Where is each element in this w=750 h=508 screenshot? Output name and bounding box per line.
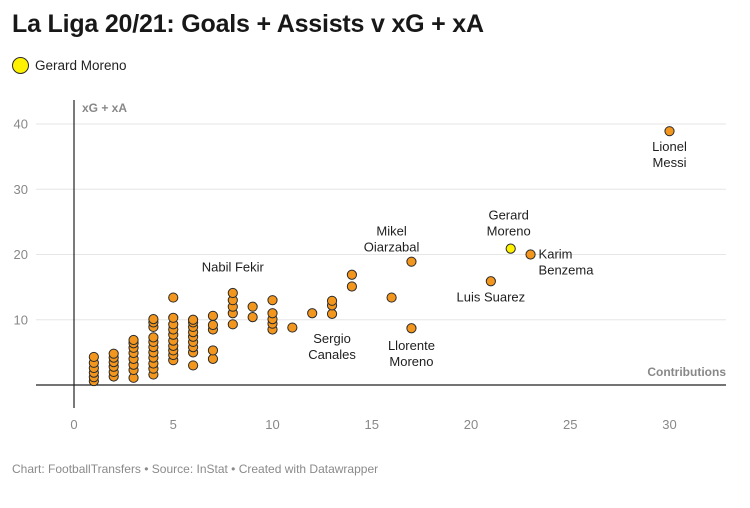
y-axis-label: xG + xA (82, 101, 127, 115)
x-tick-label: 10 (265, 417, 279, 432)
scatter-plot: 10 20 30 40 0 5 10 15 20 25 30 xG + xA Contributions… (14, 100, 726, 432)
data-point (207, 319, 219, 331)
data-point (88, 351, 99, 363)
x-tick-label: 20 (464, 417, 478, 432)
x-tick-label: 15 (365, 417, 379, 432)
data-point (267, 295, 278, 306)
annotation-label: Luis Suarez (457, 289, 526, 304)
data-point (485, 276, 496, 287)
y-tick-label: 30 (14, 182, 28, 197)
annotation-label: Mikel Oiarzabal (364, 224, 420, 255)
data-point (247, 301, 258, 312)
data-point (168, 292, 179, 303)
data-point (168, 312, 179, 323)
annotation-label: Llorente Moreno (388, 338, 435, 369)
annotation-label: Gerard Moreno (487, 208, 531, 239)
annotation-label: Karim Benzema (539, 247, 595, 278)
data-point (227, 287, 238, 299)
data-point (128, 334, 139, 346)
data-point (346, 269, 357, 280)
data-point (188, 360, 199, 371)
data-point (386, 292, 397, 303)
chart-footer: Chart: FootballTransfers • Source: InSta… (12, 462, 379, 476)
x-tick-label: 0 (70, 417, 77, 432)
data-point (307, 308, 318, 319)
data-point (525, 249, 536, 260)
legend-swatch (12, 57, 29, 74)
data-point (346, 281, 357, 292)
annotation-label: Sergio Canales (308, 331, 356, 362)
data-point (148, 332, 159, 343)
legend-label: Gerard Moreno (35, 58, 127, 73)
chart-title: La Liga 20/21: Goals + Assists v xG + xA (12, 10, 484, 38)
data-point (207, 353, 219, 364)
y-tick-label: 10 (14, 312, 28, 327)
y-tick-label: 40 (14, 117, 28, 132)
annotation-label: Lionel Messi (652, 139, 687, 170)
data-point (326, 295, 338, 306)
annotation-label: Nabil Fekir (202, 260, 265, 275)
data-point (406, 256, 417, 267)
data-point (287, 322, 298, 333)
y-tick-label: 20 (14, 247, 28, 262)
data-point (406, 323, 417, 334)
highlight-point (505, 243, 516, 254)
data-point (664, 126, 675, 137)
data-point (267, 308, 278, 319)
data-point (247, 312, 258, 323)
x-tick-label: 25 (563, 417, 577, 432)
x-tick-label: 30 (662, 417, 676, 432)
data-point (227, 319, 238, 330)
data-point (148, 313, 159, 325)
x-axis-label: Contributions (647, 365, 726, 379)
data-point (108, 348, 119, 359)
data-point (207, 310, 219, 321)
legend: Gerard Moreno (12, 57, 127, 74)
data-point (188, 314, 199, 325)
x-tick-label: 5 (170, 417, 177, 432)
data-point (207, 345, 219, 356)
data-point (326, 308, 338, 319)
